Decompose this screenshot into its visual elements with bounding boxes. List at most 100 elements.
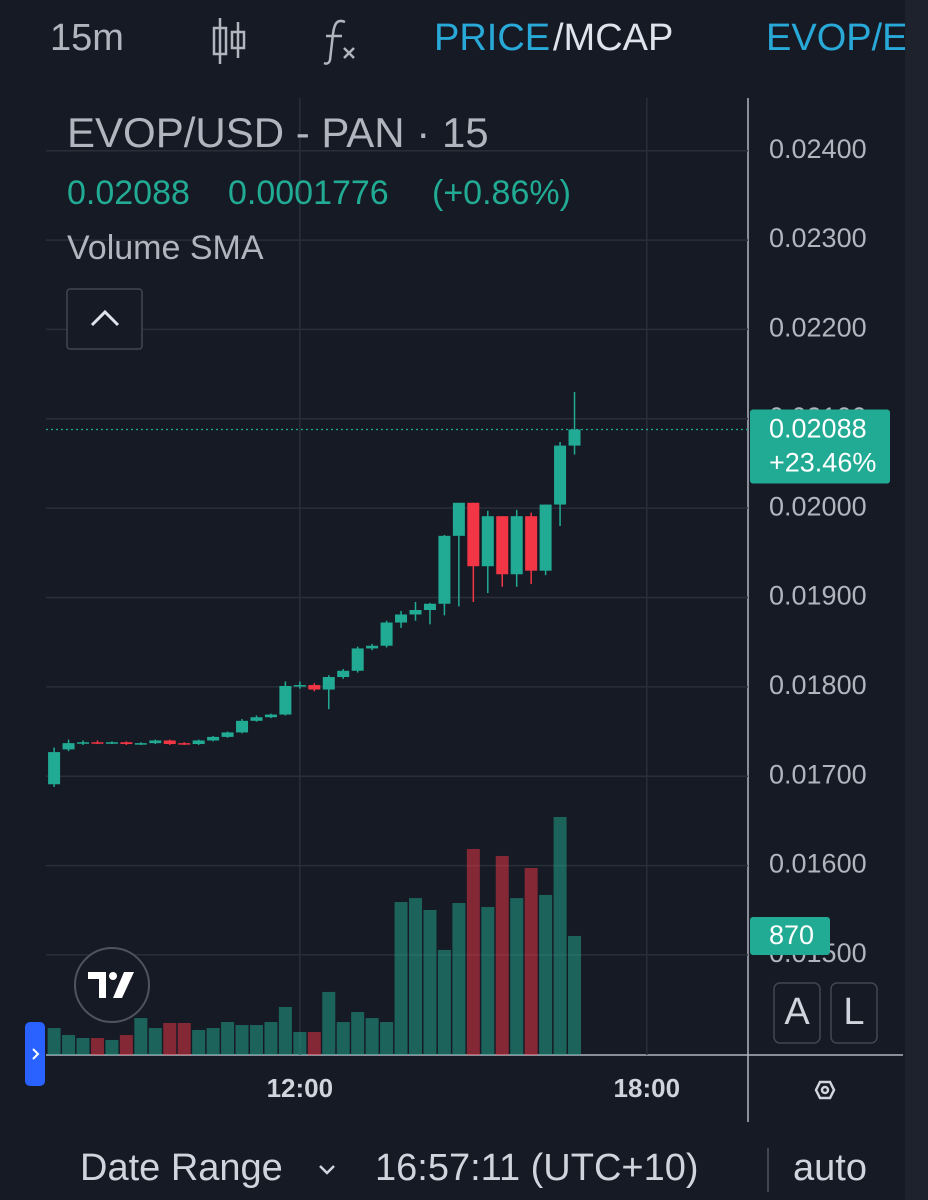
y-tick-label: 0.02000 xyxy=(769,491,867,521)
y-tick-label: 0.02300 xyxy=(769,223,867,253)
volume-bar xyxy=(322,991,336,1055)
volume-bar xyxy=(524,867,538,1055)
auto-scale-label: A xyxy=(784,991,810,1033)
last-price-tag xyxy=(750,409,890,484)
volume-bar xyxy=(553,816,567,1055)
settings-icon[interactable] xyxy=(814,1080,836,1100)
volume-bar xyxy=(351,1012,365,1055)
candle-body xyxy=(91,742,104,744)
volume-bar xyxy=(105,1039,119,1055)
candle-body xyxy=(539,504,552,571)
volume-tag-value: 870 xyxy=(769,920,814,950)
volume-bar xyxy=(307,1032,321,1055)
price-change: 0.0001776 xyxy=(228,174,389,212)
candle-body xyxy=(207,736,220,741)
candle-body xyxy=(467,502,480,567)
candle-body xyxy=(496,516,509,575)
collapse-button[interactable] xyxy=(66,288,143,350)
volume-legend: Volume SMA xyxy=(67,229,264,267)
volume-tag xyxy=(750,917,830,955)
candle-body xyxy=(48,752,61,785)
y-tick-label: 0.01600 xyxy=(769,849,867,879)
y-tick-label: 0.01700 xyxy=(769,759,867,789)
mcap-toggle[interactable]: /MCAP xyxy=(553,17,673,59)
candle-body xyxy=(236,720,249,733)
last-price-tag-value: 0.02088 xyxy=(769,414,867,444)
price-change-percent: (+0.86%) xyxy=(432,174,571,212)
volume-bar xyxy=(163,1022,177,1055)
volume-bar xyxy=(293,1032,307,1055)
date-range-button[interactable]: Date Range xyxy=(80,1147,283,1189)
volume-bar xyxy=(437,949,451,1055)
volume-bar xyxy=(539,894,553,1055)
candle-body xyxy=(149,740,162,744)
volume-bar xyxy=(221,1022,235,1055)
candle-body xyxy=(554,445,567,505)
candle-body xyxy=(178,743,191,745)
candle-body xyxy=(163,740,176,745)
candle-body xyxy=(366,645,379,649)
y-tick-label: 0.01900 xyxy=(769,581,867,611)
candle-body xyxy=(293,685,306,687)
candle-body xyxy=(510,516,523,575)
volume-bar xyxy=(365,1018,379,1055)
candle-body xyxy=(481,516,494,567)
volume-bar xyxy=(481,906,495,1055)
pair-toggle[interactable]: EVOP/E xyxy=(766,17,908,59)
candle-body xyxy=(264,714,277,718)
price-toggle[interactable]: PRICE xyxy=(434,17,550,59)
candle-body xyxy=(134,743,147,745)
candle-body xyxy=(337,670,350,678)
volume-bar xyxy=(148,1028,162,1055)
candles-icon[interactable] xyxy=(212,18,246,64)
y-tick-label: 0.02200 xyxy=(769,313,867,343)
candle-body xyxy=(423,603,436,611)
x-tick-label: 12:00 xyxy=(267,1073,334,1103)
candle-body xyxy=(452,502,465,536)
candle-body xyxy=(250,717,263,721)
volume-bar xyxy=(278,1006,292,1055)
side-panel-handle[interactable] xyxy=(25,1022,45,1086)
candle-body xyxy=(438,535,451,604)
volume-bar xyxy=(495,855,509,1055)
candle-body xyxy=(279,685,292,715)
volume-bar xyxy=(423,909,437,1055)
volume-bar xyxy=(409,898,423,1055)
clock: 16:57:11 (UTC+10) xyxy=(375,1147,699,1189)
log-scale-label: L xyxy=(843,991,864,1033)
volume-bar xyxy=(47,1028,61,1055)
volume-bar xyxy=(76,1038,90,1055)
volume-bar xyxy=(62,1035,76,1055)
volume-bar xyxy=(452,903,466,1055)
candle-body xyxy=(380,622,393,646)
auto-scale-button[interactable]: A xyxy=(773,982,821,1044)
handle-arrow xyxy=(32,1048,40,1060)
candle-body xyxy=(77,742,90,744)
volume-bar xyxy=(510,898,524,1055)
log-scale-button[interactable]: L xyxy=(830,982,878,1044)
y-tick-label: 0.01800 xyxy=(769,670,867,700)
volume-bar xyxy=(336,1022,350,1055)
last-price: 0.02088 xyxy=(67,174,190,212)
interval-button[interactable]: 15m xyxy=(50,17,124,59)
candle-body xyxy=(120,742,133,745)
plot-area xyxy=(46,98,748,1055)
volume-bar xyxy=(235,1025,249,1055)
volume-bar xyxy=(394,902,408,1055)
candle-body xyxy=(351,648,364,671)
volume-bar xyxy=(466,848,480,1055)
volume-bar xyxy=(249,1025,263,1055)
candle-body xyxy=(395,614,408,623)
candle-body xyxy=(568,429,581,446)
volume-bar xyxy=(192,1029,206,1055)
y-tick-label: 0.02400 xyxy=(769,134,867,164)
x-tick-label: 18:00 xyxy=(614,1073,681,1103)
chart-title: EVOP/USD - PAN · 15 xyxy=(67,109,489,156)
tradingview-logo[interactable] xyxy=(74,947,150,1023)
volume-bar xyxy=(90,1038,104,1055)
scale-mode-button[interactable]: auto xyxy=(793,1147,867,1189)
volume-bar xyxy=(206,1028,220,1055)
last-price-tag-change: +23.46% xyxy=(769,448,876,478)
indicators-icon[interactable] xyxy=(323,19,355,65)
